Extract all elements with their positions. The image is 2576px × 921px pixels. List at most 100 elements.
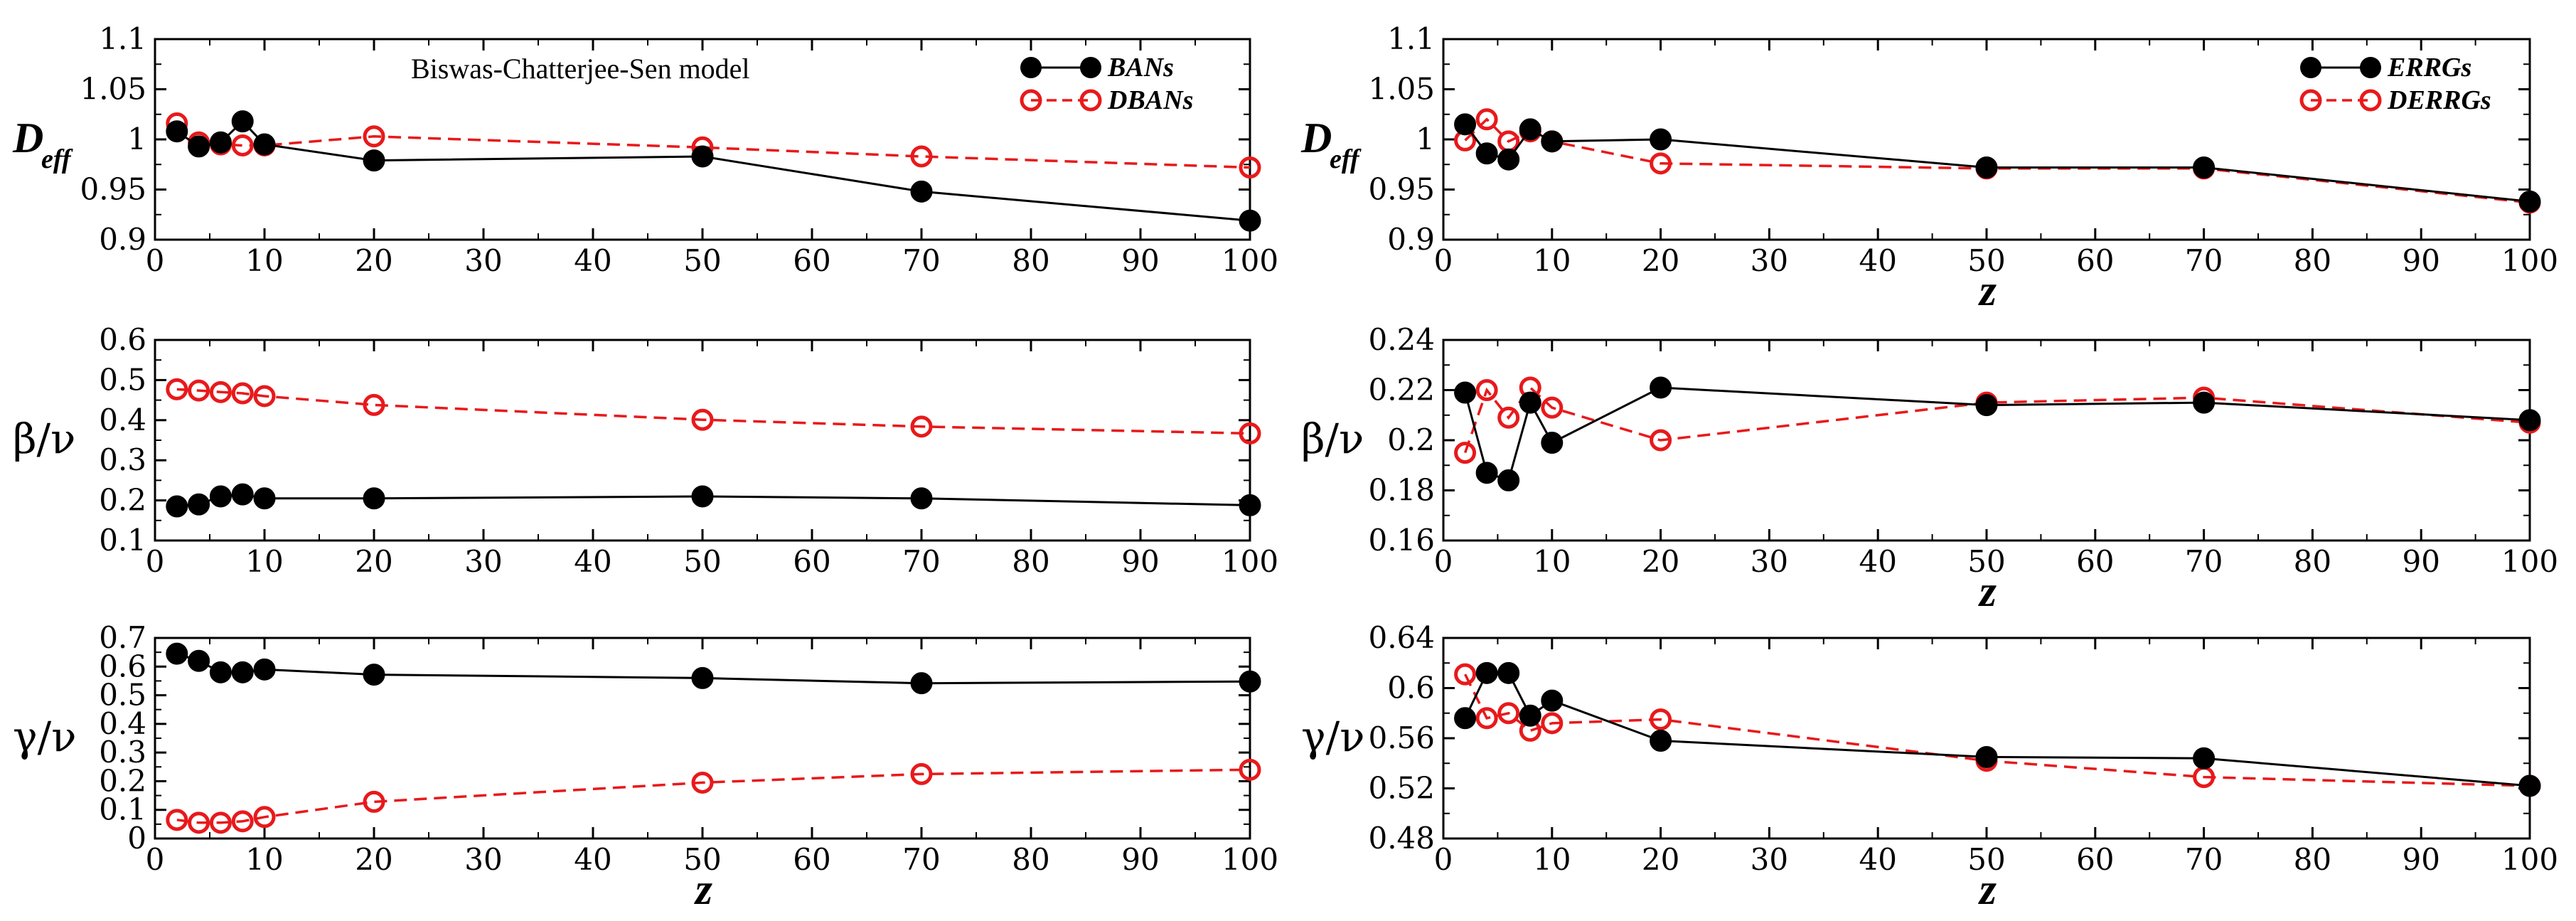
- legend-marker: [2299, 89, 2322, 112]
- x-tick-label: 60: [793, 544, 830, 579]
- data-point-BANs: [188, 649, 210, 672]
- x-tick-label: 10: [1533, 544, 1571, 579]
- y-tick-label: 1.05: [1368, 72, 1435, 107]
- legend-label: DERRGs: [2387, 85, 2491, 115]
- legend-marker: [1079, 89, 1102, 112]
- y-tick-label: 0.18: [1368, 473, 1435, 508]
- data-point-ERRGs: [2518, 190, 2541, 213]
- data-point-DBANs: [363, 393, 385, 416]
- panel-er-deff: 0 10 20 30 40 50 60 70 80 90 100 0.9 0.95 1 1.05 1.1 Def…: [1300, 21, 2558, 315]
- y-tick-label: 0.16: [1368, 523, 1435, 558]
- x-tick-label: 10: [245, 243, 283, 278]
- x-tick-label: 0: [1434, 544, 1453, 579]
- y-tick-label: 1: [1416, 122, 1435, 156]
- x-axis-label: z: [1978, 267, 1997, 315]
- x-tick-label: 80: [2294, 544, 2331, 579]
- data-point-BANs: [910, 487, 933, 510]
- data-point-ERRGs: [1975, 745, 1998, 768]
- data-point-BANs: [166, 120, 188, 143]
- data-point-DBANs: [253, 806, 276, 829]
- data-point-DBANs: [188, 811, 210, 834]
- legend-label: BANs: [1107, 53, 1174, 82]
- y-axis-label: γ/ν: [1301, 713, 1364, 761]
- y-tick-label: 1: [127, 122, 146, 156]
- x-tick-label: 100: [2501, 842, 2558, 877]
- x-tick-label: 40: [1859, 842, 1896, 877]
- x-tick-label: 0: [146, 842, 165, 877]
- data-point-DERRGs: [1454, 663, 1477, 686]
- data-point-BANs: [253, 658, 276, 681]
- y-tick-label: 0.6: [1387, 671, 1435, 706]
- x-tick-label: 10: [1533, 842, 1571, 877]
- data-point-ERRGs: [2518, 409, 2541, 432]
- data-point-DERRGs: [1650, 152, 1672, 175]
- y-tick-label: 0.7: [99, 620, 146, 655]
- y-tick-label: 0.64: [1368, 620, 1435, 655]
- series-line-BANs: [176, 119, 1251, 222]
- legend-marker: [1080, 57, 1101, 78]
- data-point-DERRGs: [1541, 396, 1564, 419]
- x-tick-label: 30: [1751, 544, 1788, 579]
- data-point-ERRGs: [1454, 707, 1477, 730]
- x-tick-label: 20: [355, 544, 392, 579]
- x-tick-label: 40: [1859, 243, 1896, 278]
- data-point-DERRGs: [1475, 108, 1498, 131]
- data-point-DBANs: [363, 790, 385, 813]
- data-point-BANs: [910, 180, 933, 203]
- x-tick-label: 70: [2185, 544, 2223, 579]
- data-point-DBANs: [231, 382, 254, 405]
- x-tick-label: 40: [1859, 544, 1896, 579]
- series-line-DBANs: [176, 122, 1251, 169]
- x-tick-label: 100: [2501, 544, 2558, 579]
- y-axis-label-subscript: eff: [1330, 144, 1362, 174]
- y-tick-label: 0.3: [99, 735, 146, 770]
- data-point-ERRGs: [1497, 661, 1520, 684]
- y-tick-label: 0.6: [99, 649, 146, 683]
- x-tick-label: 0: [1434, 243, 1453, 278]
- plot-frame: [1442, 339, 2531, 542]
- y-tick-label: 0.9: [1387, 222, 1435, 257]
- y-axis-label: γ/ν: [13, 713, 76, 761]
- x-tick-label: 50: [683, 842, 721, 877]
- x-tick-label: 40: [574, 544, 611, 579]
- data-point-DERRGs: [1475, 379, 1498, 401]
- x-tick-label: 100: [1222, 243, 1278, 278]
- data-point-BANs: [253, 133, 276, 156]
- data-point-BANs: [166, 642, 188, 665]
- data-point-ERRGs: [1475, 142, 1498, 165]
- x-tick-label: 90: [1121, 243, 1159, 278]
- x-tick-label: 0: [146, 544, 165, 579]
- y-tick-label: 0.4: [99, 706, 146, 741]
- plot-frame: [1442, 637, 2531, 840]
- data-point-BANs: [231, 661, 254, 683]
- x-tick-label: 70: [902, 243, 940, 278]
- data-point-DBANs: [188, 379, 210, 402]
- data-point-DERRGs: [1650, 429, 1672, 452]
- data-point-DBANs: [910, 415, 933, 438]
- panel-er-beta: 0 10 20 30 40 50 60 70 80 90 100 0.16 0.18 0.2 0.22 0.2…: [1301, 322, 2558, 616]
- data-point-ERRGs: [1541, 689, 1564, 712]
- y-tick-label: 0.1: [99, 523, 146, 558]
- x-tick-label: 30: [464, 544, 502, 579]
- x-tick-label: 50: [683, 243, 721, 278]
- data-point-ERRGs: [1519, 391, 1541, 414]
- y-tick-label: 0: [127, 821, 146, 856]
- data-point-ERRGs: [1519, 118, 1541, 141]
- y-tick-label: 0.2: [99, 483, 146, 518]
- data-point-ERRGs: [1497, 469, 1520, 491]
- data-point-BANs: [231, 483, 254, 506]
- data-point-DBANs: [691, 771, 714, 794]
- data-point-ERRGs: [1497, 148, 1520, 171]
- x-tick-label: 90: [1121, 842, 1159, 877]
- x-tick-label: 10: [1533, 243, 1571, 278]
- x-tick-label: 70: [2185, 243, 2223, 278]
- data-point-DBANs: [910, 145, 933, 168]
- data-point-DBANs: [231, 810, 254, 833]
- data-point-DBANs: [166, 378, 188, 400]
- x-tick-label: 60: [793, 243, 830, 278]
- data-point-BANs: [363, 664, 385, 686]
- x-tick-label: 70: [902, 842, 940, 877]
- series-line-DERRGs: [1464, 674, 2530, 787]
- panel-ban-deff: 0 10 20 30 40 50 60 70 80 90 100 0.9 0.95 1 1.05 1.1 Def…: [12, 21, 1278, 278]
